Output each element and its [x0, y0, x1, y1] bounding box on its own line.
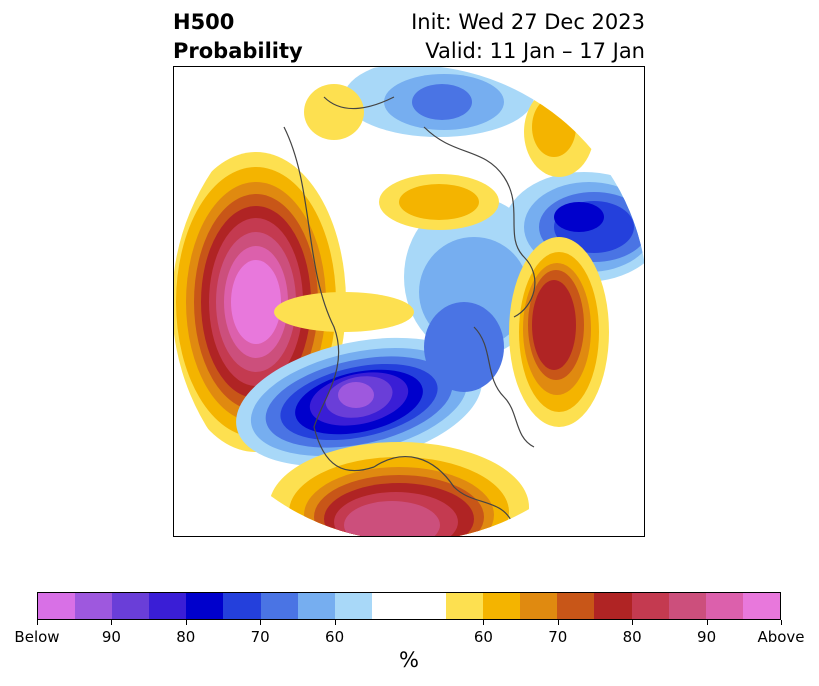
colorbar-tick-mark — [781, 620, 782, 625]
colorbar-tick-mark — [260, 620, 262, 625]
init-date: Init: Wed 27 Dec 2023 — [411, 10, 645, 34]
colorbar-tick-label: 60 — [325, 628, 345, 646]
colorbar-tick-mark — [334, 620, 336, 625]
colorbar-segment — [594, 593, 632, 619]
colorbar-segment — [557, 593, 595, 619]
colorbar-tick-label: 70 — [548, 628, 568, 646]
colorbar-segment — [371, 593, 409, 619]
colorbar — [37, 592, 781, 620]
colorbar-units: % — [399, 648, 419, 672]
title-variable: H500 — [173, 10, 235, 34]
colorbar-tick-label: Below — [14, 628, 60, 646]
colorbar-segment — [260, 593, 298, 619]
probability-map — [174, 67, 644, 536]
valid-range: Valid: 11 Jan – 17 Jan — [425, 39, 645, 63]
colorbar-tick-label: 80 — [622, 628, 642, 646]
colorbar-segment — [334, 593, 372, 619]
colorbar-segment — [520, 593, 558, 619]
east-asia-ridge-anomaly — [509, 237, 609, 427]
map-panel — [173, 66, 645, 537]
title-right: Init: Wed 27 Dec 2023 Valid: 11 Jan – 17… — [411, 8, 645, 66]
central-asia-ridge-anomaly — [274, 84, 499, 332]
colorbar-segment — [223, 593, 261, 619]
scandinavia-ridge-anomaly — [524, 87, 594, 177]
colorbar-tick-mark — [185, 620, 187, 625]
colorbar-tick-label: Above — [757, 628, 805, 646]
colorbar-tick-label: 80 — [176, 628, 196, 646]
colorbar-segment — [112, 593, 150, 619]
colorbar-tick-label: 90 — [101, 628, 121, 646]
colorbar-segment — [408, 593, 447, 619]
colorbar-segment — [668, 593, 706, 619]
colorbar-segment — [483, 593, 521, 619]
alaska-trough-anomaly — [236, 337, 482, 467]
colorbar-segment — [446, 593, 484, 619]
colorbar-segment — [705, 593, 743, 619]
colorbar-tick-mark — [557, 620, 559, 625]
north-pacific-anomaly — [174, 152, 346, 452]
colorbar-tick-mark — [706, 620, 708, 625]
colorbar-tick-label: 90 — [697, 628, 717, 646]
colorbar-tick-label: 60 — [473, 628, 493, 646]
title-product: Probability — [173, 39, 303, 63]
colorbar-segment — [149, 593, 187, 619]
colorbar-segment — [38, 593, 76, 619]
title-left: H500 Probability — [173, 8, 303, 66]
colorbar-segment — [297, 593, 335, 619]
colorbar-tick-mark — [483, 620, 485, 625]
europe-ridge-anomaly — [269, 442, 529, 536]
colorbar-tick-mark — [632, 620, 634, 625]
colorbar-segment — [75, 593, 113, 619]
colorbar-segment — [742, 593, 780, 619]
colorbar-tick-mark — [37, 620, 38, 625]
colorbar-segment — [631, 593, 669, 619]
colorbar-tick-label: 70 — [250, 628, 270, 646]
colorbar-tick-mark — [111, 620, 113, 625]
colorbar-segment — [186, 593, 224, 619]
